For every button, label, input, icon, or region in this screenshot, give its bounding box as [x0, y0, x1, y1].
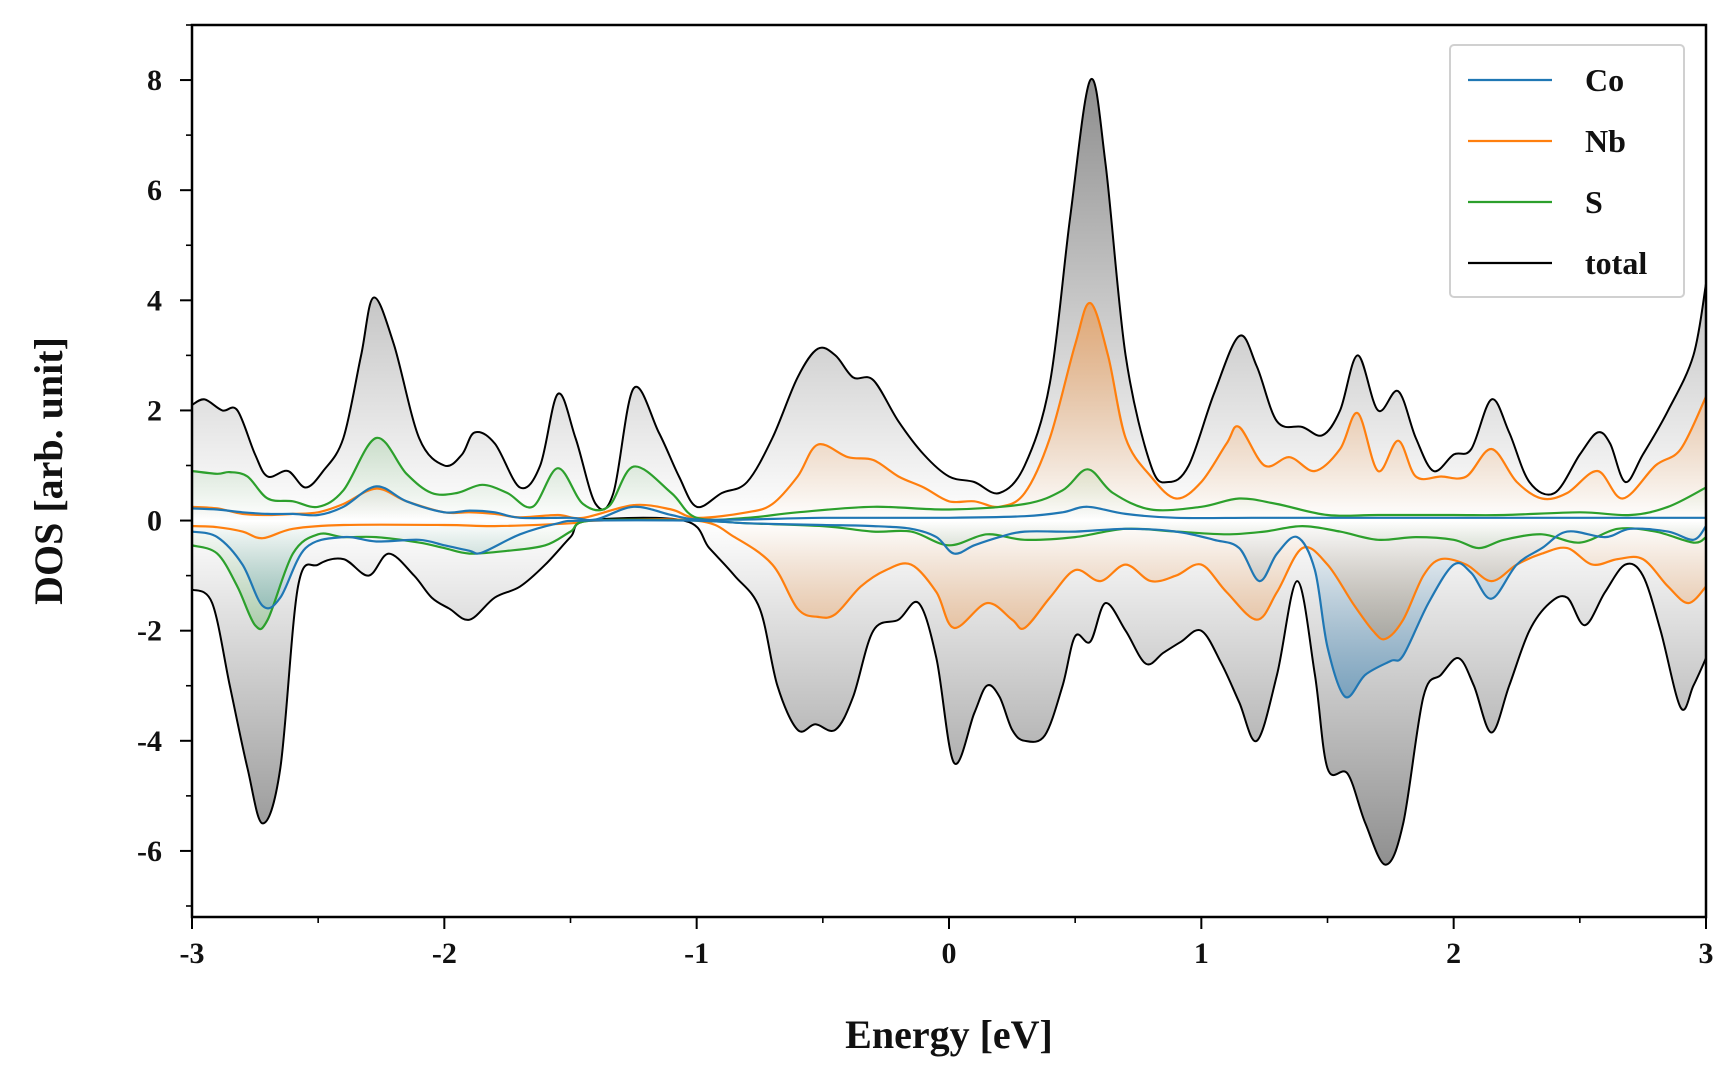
x-tick-label: -3	[180, 937, 205, 970]
line-co-down	[191, 519, 1707, 699]
x-axis-label: Energy [eV]	[845, 1012, 1053, 1057]
legend-label-s: S	[1585, 184, 1603, 220]
y-axis-label: DOS [arb. unit]	[26, 337, 71, 605]
legend-box	[1449, 44, 1685, 298]
fill-total-up	[192, 78, 1706, 521]
axis-ticks: -3 -2 -1 0 1 2 3 -6 -4 -2 0 2 4 6 8	[137, 24, 1714, 970]
fill-s-up	[192, 437, 1706, 521]
fill-nb-up	[192, 302, 1706, 521]
x-tick-label: 3	[1699, 937, 1714, 970]
y-tick-label: -2	[137, 615, 162, 648]
y-tick-label: 4	[147, 284, 162, 317]
legend-label-nb: Nb	[1585, 123, 1626, 159]
y-tick-label: -4	[137, 725, 162, 758]
series-lines	[191, 77, 1707, 866]
x-tick-label: -1	[684, 937, 709, 970]
y-tick-label: 6	[147, 174, 162, 207]
y-tick-label: 8	[147, 64, 162, 97]
line-nb-up	[191, 302, 1707, 520]
y-tick-label: 2	[147, 394, 162, 427]
y-tick-label: 0	[147, 505, 162, 538]
y-tick-label: -6	[137, 835, 162, 868]
line-co-up	[191, 485, 1706, 522]
line-total-up	[191, 77, 1707, 511]
legend-label-co: Co	[1585, 62, 1624, 98]
x-tick-label: -2	[432, 937, 457, 970]
x-tick-label: 0	[942, 937, 957, 970]
legend-label-total: total	[1585, 245, 1647, 281]
x-tick-label: 1	[1194, 937, 1209, 970]
x-tick-label: 2	[1446, 937, 1461, 970]
fill-co-up	[192, 486, 1706, 521]
line-total-down	[191, 516, 1707, 866]
